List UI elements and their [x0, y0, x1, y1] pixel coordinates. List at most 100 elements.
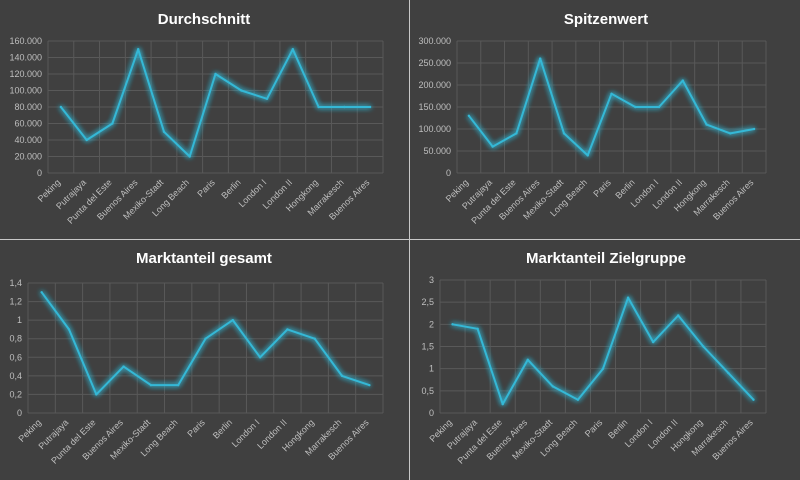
y-tick-label: 50.000	[423, 146, 451, 156]
y-tick-label: 150.000	[418, 102, 451, 112]
y-tick-label: 60.000	[14, 119, 42, 129]
y-tick-label: 40.000	[14, 135, 42, 145]
y-tick-label: 0,4	[9, 371, 22, 381]
chart-title: Marktanteil gesamt	[136, 250, 272, 267]
y-tick-label: 160.000	[9, 36, 42, 46]
y-tick-label: 2	[429, 319, 434, 329]
data-point-buenos-aires	[752, 127, 756, 131]
x-tick-label-peking: Peking	[17, 417, 44, 444]
data-point-berlin	[231, 318, 235, 322]
data-point-mexiko-stadt	[562, 132, 566, 135]
data-point-buenos-aires	[368, 105, 372, 109]
data-point-london-ii	[291, 48, 295, 51]
gridlines	[27, 282, 384, 414]
y-tick-label: 2,5	[421, 297, 434, 307]
data-point-paris	[204, 337, 207, 340]
y-tick-label: 1	[17, 315, 22, 325]
chart-durchschnitt: Durchschnitt 0 20.000 40.000 60.000 80.000 100…	[9, 11, 384, 226]
data-point-london-i	[258, 356, 262, 359]
data-point-marrakesch	[343, 105, 346, 109]
y-tick-label: 1,2	[9, 297, 22, 307]
data-point-marrakesch	[729, 132, 732, 135]
data-point-peking	[467, 114, 471, 118]
data-point-punta-del-este	[515, 132, 518, 135]
data-point-putrajaya	[476, 327, 479, 330]
data-point-berlin	[626, 296, 630, 299]
gridlines	[456, 40, 767, 174]
data-point-buenos-aires	[526, 358, 529, 361]
gridlines	[47, 40, 384, 174]
data-point-buenos-aires	[538, 57, 542, 60]
data-point-mexiko-stadt	[149, 383, 153, 387]
chart-marktanteil-gesamt: Marktanteil gesamt 0 0,2 0,4 0,6 0,8 1 1,2 1,4 Pe…	[9, 250, 384, 466]
data-point-mexiko-stadt	[551, 385, 555, 388]
chart-title: Durchschnitt	[158, 11, 251, 28]
y-tick-label: 100.000	[9, 86, 42, 96]
data-point-buenos-aires	[368, 383, 371, 387]
data-point-london-i	[265, 97, 269, 100]
y-tick-label: 1,4	[9, 278, 22, 288]
y-tick-label: 0,6	[9, 352, 22, 362]
y-tick-label: 80.000	[14, 102, 42, 112]
data-point-peking	[59, 105, 63, 109]
y-tick-label: 200.000	[418, 80, 451, 90]
data-point-peking	[451, 323, 454, 326]
data-point-london-ii	[286, 328, 289, 331]
y-tick-label: 0	[446, 168, 451, 178]
y-tick-label: 250.000	[418, 58, 451, 68]
y-tick-label: 300.000	[418, 36, 451, 46]
y-tick-label: 0,2	[9, 389, 22, 399]
chart-marktanteil-zielgruppe: Marktanteil Zielgruppe00,511,522,53Pekin…	[421, 250, 767, 466]
data-point-punta-del-este	[95, 393, 98, 396]
data-point-marrakesch	[340, 374, 344, 378]
data-point-long-beach	[576, 398, 580, 401]
x-tick-label-paris: Paris	[195, 177, 217, 199]
y-tick-label: 1	[429, 364, 434, 374]
data-point-long-beach	[188, 155, 191, 158]
data-point-mexiko-stadt	[162, 130, 166, 133]
series-line	[451, 296, 755, 406]
y-tick-label: 100.000	[418, 124, 451, 134]
chart-title: Marktanteil Zielgruppe	[526, 250, 686, 267]
vertical-divider	[409, 0, 410, 480]
chart-panel-spitzenwert: Spitzenwert 0 50.000 100.000 150.000 200.000 2…	[410, 0, 800, 239]
data-point-berlin	[240, 89, 243, 92]
x-tick-label-berlin: Berlin	[606, 417, 629, 440]
data-point-punta-del-este	[501, 402, 504, 406]
data-point-paris	[214, 72, 217, 76]
data-point-marrakesch	[727, 371, 730, 375]
data-point-putrajaya	[85, 138, 88, 142]
chart-panel-marktanteil-gesamt: Marktanteil gesamt 0 0,2 0,4 0,6 0,8 1 1,2 1,4 Pe…	[0, 240, 409, 480]
y-tick-label: 0	[17, 408, 22, 418]
data-point-london-i	[657, 105, 661, 109]
data-point-buenos-aires	[122, 365, 125, 368]
data-point-london-i	[651, 340, 655, 344]
data-point-berlin	[634, 105, 637, 109]
y-tick-label: 0	[429, 408, 434, 418]
data-point-long-beach	[586, 154, 589, 157]
data-point-putrajaya	[491, 145, 494, 148]
y-tick-label: 120.000	[9, 69, 42, 79]
data-point-long-beach	[176, 383, 180, 387]
chart-title: Spitzenwert	[564, 11, 648, 28]
y-tick-label: 0,5	[421, 386, 434, 396]
y-tick-label: 0,8	[9, 334, 22, 344]
x-tick-label-berlin: Berlin	[219, 177, 242, 200]
x-tick-label-paris: Paris	[185, 417, 207, 439]
data-point-hongkong	[705, 123, 708, 126]
data-point-putrajaya	[67, 328, 71, 331]
x-tick-label-berlin: Berlin	[211, 417, 234, 440]
data-point-buenos-aires	[136, 48, 140, 51]
chart-spitzenwert: Spitzenwert 0 50.000 100.000 150.000 200.000 2…	[418, 11, 767, 226]
y-tick-label: 140.000	[9, 53, 42, 63]
x-tick-label-paris: Paris	[583, 417, 605, 439]
gridlines	[439, 279, 767, 414]
data-point-london-ii	[677, 314, 680, 317]
horizontal-divider	[0, 239, 800, 240]
y-tick-label: 1,5	[421, 342, 434, 352]
data-point-hongkong	[313, 337, 316, 340]
data-point-punta-del-este	[111, 122, 114, 125]
x-tick-label-paris: Paris	[591, 177, 613, 199]
chart-panel-marktanteil-zielgruppe: Marktanteil Zielgruppe 0 0,5 1 1,5 2 2,5 3 Pekin…	[410, 240, 800, 480]
data-point-peking	[40, 291, 43, 294]
